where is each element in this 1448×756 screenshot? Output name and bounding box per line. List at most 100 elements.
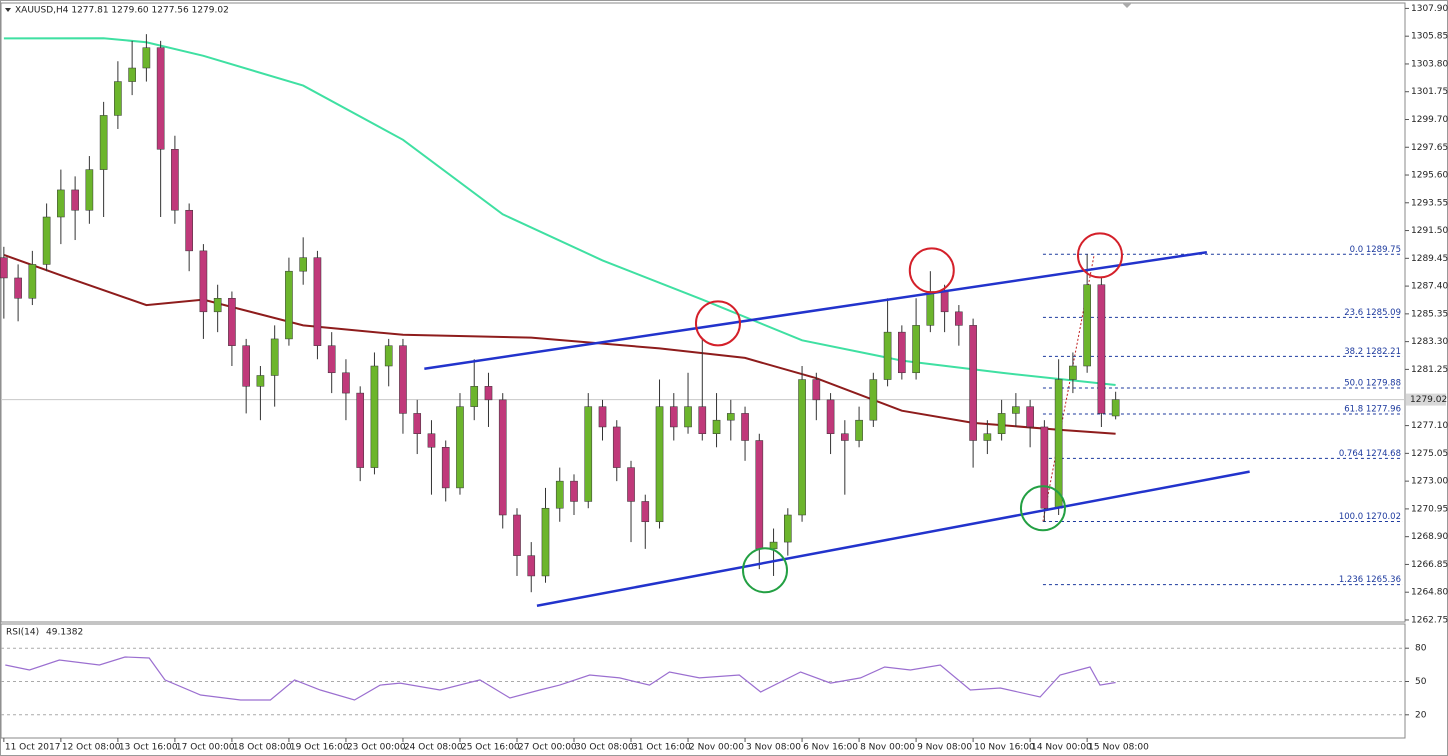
candle-body (826, 399, 835, 434)
candle-body (114, 81, 122, 116)
x-tick-label: 12 Oct 08:00 (62, 743, 121, 753)
candle-body (883, 331, 892, 380)
y-tick-label: 1283.30 (1411, 337, 1448, 347)
x-tick-label: 25 Oct 16:00 (461, 743, 520, 753)
last-price-box (1406, 393, 1446, 406)
trendline (536, 470, 1250, 607)
candle-body (427, 433, 436, 448)
menu-icon[interactable] (5, 8, 11, 12)
x-tick-label: 10 Nov 16:00 (974, 743, 1035, 753)
highlight-circle (908, 247, 955, 294)
candle-body (456, 406, 464, 489)
highlight-circle (694, 300, 741, 347)
x-tick-label: 31 Oct 16:00 (632, 743, 691, 753)
candle-body (142, 47, 151, 69)
candle-body (769, 541, 778, 550)
y-tick-label: 1289.45 (1411, 254, 1448, 264)
rsi-title: RSI(14) (6, 628, 39, 638)
y-tick-label: 1295.60 (1411, 171, 1448, 181)
candle-body (384, 345, 393, 367)
candle-body (1083, 284, 1091, 367)
candle-body (598, 406, 607, 428)
main-pane (0, 2, 1406, 623)
candle-body (655, 406, 664, 523)
candle-body (684, 406, 692, 428)
candle-body (99, 115, 108, 170)
candle-body (156, 47, 165, 150)
candle-body (14, 277, 22, 299)
y-tick-label: 1293.55 (1411, 198, 1448, 208)
highlight-circle (1019, 485, 1066, 532)
candle-body (285, 270, 293, 340)
last-price-label: 1279.02 (1410, 395, 1447, 405)
y-tick-label: 1270.95 (1411, 504, 1448, 514)
fib-label: 100.0 1270.02 (1339, 512, 1401, 522)
candle-body (199, 250, 208, 313)
fib-label: 61.8 1277.96 (1344, 404, 1401, 414)
y-tick-label: 1275.05 (1411, 449, 1448, 459)
candle-body (741, 413, 749, 441)
candle-body (470, 386, 479, 407)
y-tick-label: 1307.90 (1411, 4, 1448, 14)
candle-body (570, 480, 578, 502)
candle-body (413, 413, 422, 434)
candle-body (498, 399, 507, 516)
x-tick-label: 23 Oct 00:00 (347, 743, 406, 753)
candle-body (798, 379, 806, 516)
rsi-tick-label: 20 (1415, 710, 1427, 720)
candle-body (185, 209, 193, 252)
x-tick-label: 2 Nov 00:00 (689, 743, 744, 753)
x-tick-label: 30 Oct 08:00 (575, 743, 634, 753)
candle-body (527, 555, 536, 577)
candle-body (42, 216, 51, 265)
candle-body (755, 440, 764, 550)
candle-body (270, 338, 279, 376)
y-tick-label: 1264.80 (1411, 588, 1448, 598)
candle-body (342, 372, 350, 394)
candle-body (356, 392, 365, 468)
y-tick-label: 1303.80 (1411, 59, 1448, 69)
candle-body (128, 67, 136, 82)
fib-label: 1.236 1265.36 (1339, 575, 1401, 585)
x-tick-label: 15 Nov 08:00 (1088, 743, 1149, 753)
candle-body (28, 264, 37, 299)
y-tick-label: 1285.35 (1411, 309, 1448, 319)
candle-body (612, 426, 621, 468)
candle-body (57, 189, 65, 218)
candle-body (541, 507, 550, 577)
x-tick-label: 8 Nov 00:00 (860, 743, 915, 753)
candle-body (869, 379, 878, 421)
candle-body (841, 433, 849, 441)
candle-body (983, 433, 992, 441)
candle-body (997, 413, 1006, 434)
y-tick-label: 1281.25 (1411, 365, 1448, 375)
fib-label: 38.2 1282.21 (1344, 347, 1401, 357)
candle-body (85, 169, 94, 211)
candle-body (912, 325, 920, 374)
candle-body (641, 501, 650, 523)
candle-body (441, 447, 450, 489)
rsi-tick-label: 80 (1415, 644, 1427, 654)
x-tick-label: 14 Nov 00:00 (1031, 743, 1092, 753)
rsi-tick-label: 50 (1415, 677, 1427, 687)
candle-body (171, 149, 179, 211)
candle-body (698, 406, 707, 434)
candle-body (1111, 399, 1120, 417)
x-tick-label: 13 Oct 16:00 (119, 743, 178, 753)
x-tick-label: 19 Oct 16:00 (290, 743, 349, 753)
y-tick-label: 1262.75 (1411, 615, 1448, 625)
candle-body (555, 480, 564, 509)
y-tick-label: 1273.00 (1411, 477, 1448, 487)
candle-body (969, 325, 977, 441)
candle-body (71, 189, 79, 211)
x-tick-label: 11 Oct 2017 (5, 743, 61, 753)
candle-body (0, 257, 8, 279)
candle-body (712, 419, 721, 434)
highlight-circle (1076, 232, 1123, 279)
y-tick-label: 1277.10 (1411, 421, 1448, 431)
rsi-value: 49.1382 (46, 628, 83, 638)
candle-body (1054, 379, 1063, 509)
candle-body (898, 331, 906, 374)
y-tick-label: 1301.75 (1411, 87, 1448, 97)
x-tick-label: 9 Nov 08:00 (917, 743, 972, 753)
